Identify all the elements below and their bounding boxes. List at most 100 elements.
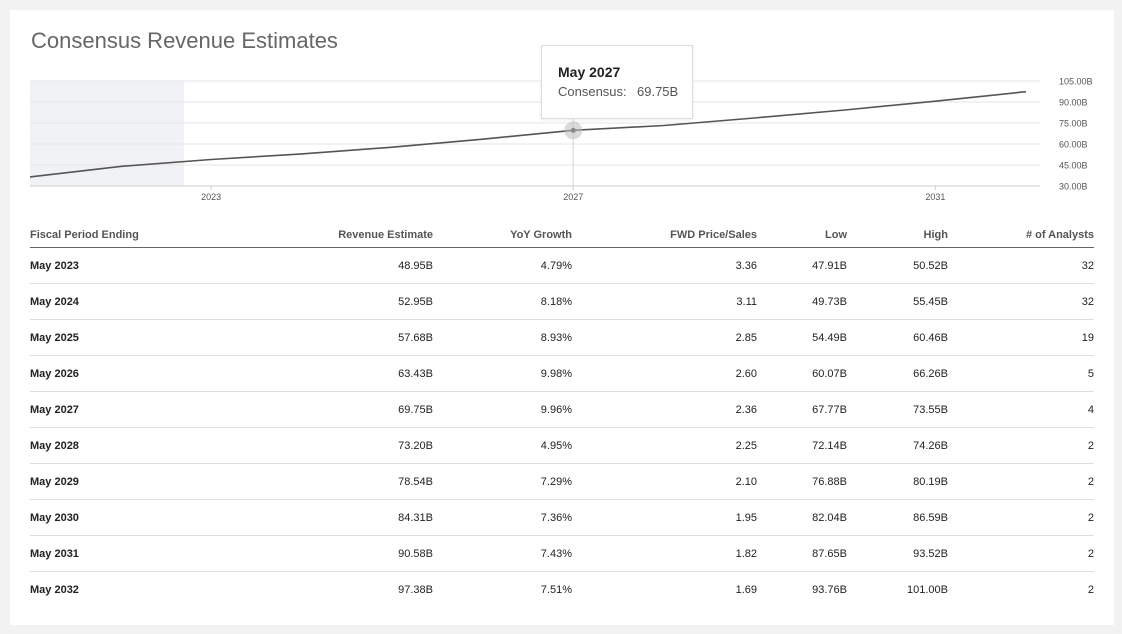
- cell-fiscal-period: May 2024: [30, 283, 220, 320]
- table-row: May 2029 78.54B 7.29% 2.10 76.88B 80.19B…: [30, 463, 1094, 500]
- revenue-estimates-card: Consensus Revenue Estimates 2023 2027 2031…: [10, 10, 1114, 625]
- cell-high: 93.52B: [847, 535, 948, 572]
- cell-fiscal-period: May 2032: [30, 583, 79, 596]
- x-tick-label: 2027: [563, 192, 583, 202]
- cell-yoy-growth: 7.36%: [433, 499, 572, 536]
- table-row: May 2028 73.20B 4.95% 2.25 72.14B 74.26B…: [30, 427, 1094, 464]
- cell-fwd-price-sales: 1.69: [735, 583, 757, 596]
- cell-yoy-growth: 9.96%: [433, 391, 572, 428]
- cell-revenue-estimate: 69.75B: [220, 391, 433, 428]
- cell-fwd-price-sales: 2.25: [572, 427, 757, 464]
- cell-fwd-price-sales: 3.36: [572, 247, 757, 284]
- y-tick-label: 60.00B: [1059, 140, 1088, 150]
- data-point: [570, 127, 576, 133]
- cell-low: 49.73B: [757, 283, 847, 320]
- cell-fwd-price-sales: 2.60: [572, 355, 757, 392]
- cell-yoy-growth: 7.51%: [540, 583, 572, 596]
- cell-analysts: 2: [948, 427, 1094, 464]
- cell-fiscal-period: May 2031: [30, 535, 220, 572]
- x-tick-label: 2023: [201, 192, 221, 202]
- cell-high: 73.55B: [847, 391, 948, 428]
- cell-low: 67.77B: [757, 391, 847, 428]
- table-row: May 2032 97.38B 7.51% 1.69 93.76B 101.00…: [30, 572, 1094, 608]
- cell-analysts: 5: [948, 355, 1094, 392]
- y-tick-label: 75.00B: [1059, 119, 1088, 129]
- cell-yoy-growth: 8.18%: [433, 283, 572, 320]
- chart-tooltip: May 2027 Consensus: 69.75B: [541, 45, 693, 119]
- cell-yoy-growth: 7.29%: [433, 463, 572, 500]
- cell-low: 93.76B: [812, 583, 847, 596]
- cell-revenue-estimate: 52.95B: [220, 283, 433, 320]
- cell-low: 87.65B: [757, 535, 847, 572]
- x-tick-label: 2031: [925, 192, 945, 202]
- column-header-fiscal-period[interactable]: Fiscal Period Ending: [30, 223, 220, 248]
- cell-analysts: 2: [1087, 583, 1094, 596]
- table-row: May 2025 57.68B 8.93% 2.85 54.49B 60.46B…: [30, 319, 1094, 356]
- cell-fiscal-period: May 2023: [30, 247, 220, 284]
- column-header-low[interactable]: Low: [757, 223, 847, 248]
- tooltip-period: May 2027: [558, 64, 621, 80]
- cell-yoy-growth: 4.79%: [433, 247, 572, 284]
- cell-analysts: 2: [948, 535, 1094, 572]
- cell-fwd-price-sales: 3.11: [572, 283, 757, 320]
- table-row: May 2027 69.75B 9.96% 2.36 67.77B 73.55B…: [30, 391, 1094, 428]
- table-row: May 2023 48.95B 4.79% 3.36 47.91B 50.52B…: [30, 247, 1094, 284]
- estimates-table: Fiscal Period Ending Revenue Estimate Yo…: [30, 223, 1094, 607]
- cell-revenue-estimate: 97.38B: [398, 583, 433, 596]
- cell-low: 60.07B: [757, 355, 847, 392]
- cell-fiscal-period: May 2029: [30, 463, 220, 500]
- page-title: Consensus Revenue Estimates: [31, 28, 338, 53]
- column-header-revenue-estimate[interactable]: Revenue Estimate: [220, 223, 433, 248]
- y-tick-label: 30.00B: [1059, 182, 1088, 192]
- cell-analysts: 19: [948, 319, 1094, 356]
- cell-high: 50.52B: [847, 247, 948, 284]
- table-row: May 2026 63.43B 9.98% 2.60 60.07B 66.26B…: [30, 355, 1094, 392]
- tooltip-label: Consensus:: [558, 84, 627, 99]
- cell-analysts: 32: [948, 247, 1094, 284]
- cell-analysts: 4: [948, 391, 1094, 428]
- cell-fwd-price-sales: 2.36: [572, 391, 757, 428]
- y-tick-label: 105.00B: [1059, 77, 1093, 87]
- cell-high: 60.46B: [847, 319, 948, 356]
- table-header-row: Fiscal Period Ending Revenue Estimate Yo…: [30, 223, 1094, 248]
- cell-low: 54.49B: [757, 319, 847, 356]
- cell-high: 66.26B: [847, 355, 948, 392]
- column-header-high[interactable]: High: [847, 223, 948, 248]
- cell-low: 76.88B: [757, 463, 847, 500]
- cell-yoy-growth: 9.98%: [433, 355, 572, 392]
- cell-revenue-estimate: 57.68B: [220, 319, 433, 356]
- column-header-fwd-price-sales[interactable]: FWD Price/Sales: [572, 223, 757, 248]
- cell-revenue-estimate: 63.43B: [220, 355, 433, 392]
- cell-revenue-estimate: 84.31B: [220, 499, 433, 536]
- y-tick-label: 45.00B: [1059, 161, 1088, 171]
- cell-low: 72.14B: [757, 427, 847, 464]
- cell-yoy-growth: 4.95%: [433, 427, 572, 464]
- column-header-analysts[interactable]: # of Analysts: [948, 223, 1094, 248]
- cell-high: 80.19B: [847, 463, 948, 500]
- cell-revenue-estimate: 48.95B: [220, 247, 433, 284]
- table-row: May 2030 84.31B 7.36% 1.95 82.04B 86.59B…: [30, 499, 1094, 536]
- cell-yoy-growth: 7.43%: [433, 535, 572, 572]
- cell-revenue-estimate: 73.20B: [220, 427, 433, 464]
- actuals-shaded-region: [30, 81, 184, 186]
- cell-fwd-price-sales: 1.95: [572, 499, 757, 536]
- column-header-yoy-growth[interactable]: YoY Growth: [433, 223, 572, 248]
- cell-fwd-price-sales: 2.10: [572, 463, 757, 500]
- y-tick-label: 90.00B: [1059, 98, 1088, 108]
- cell-fiscal-period: May 2027: [30, 391, 220, 428]
- cell-fwd-price-sales: 1.82: [572, 535, 757, 572]
- cell-fwd-price-sales: 2.85: [572, 319, 757, 356]
- cell-high: 55.45B: [847, 283, 948, 320]
- revenue-chart[interactable]: 2023 2027 2031 30.00B 45.00B 60.00B 75.00B 90.…: [10, 10, 1114, 210]
- cell-high: 74.26B: [847, 427, 948, 464]
- cell-low: 47.91B: [757, 247, 847, 284]
- cell-high: 86.59B: [847, 499, 948, 536]
- cell-analysts: 32: [948, 283, 1094, 320]
- cell-analysts: 2: [948, 499, 1094, 536]
- cell-fiscal-period: May 2025: [30, 319, 220, 356]
- table-row: May 2024 52.95B 8.18% 3.11 49.73B 55.45B…: [30, 283, 1094, 320]
- table-row: May 2031 90.58B 7.43% 1.82 87.65B 93.52B…: [30, 535, 1094, 572]
- cell-low: 82.04B: [757, 499, 847, 536]
- cell-fiscal-period: May 2028: [30, 427, 220, 464]
- cell-analysts: 2: [948, 463, 1094, 500]
